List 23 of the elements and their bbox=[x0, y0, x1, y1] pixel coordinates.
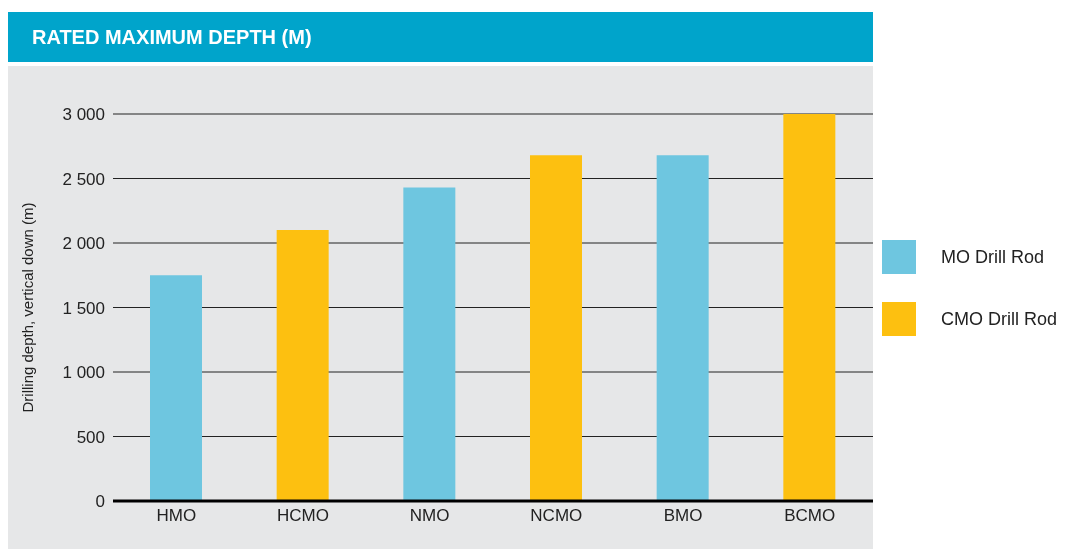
y-tick-label: 500 bbox=[76, 427, 105, 447]
x-tick-label: HCMO bbox=[277, 506, 329, 526]
legend-label: CMO Drill Rod bbox=[941, 308, 1058, 330]
x-tick-label: NMO bbox=[409, 506, 450, 526]
bar bbox=[656, 155, 709, 501]
bar bbox=[403, 187, 456, 501]
y-axis-title: Drilling depth, vertical down (m) bbox=[19, 202, 37, 413]
y-tick-label: 1 500 bbox=[62, 298, 105, 318]
bar bbox=[783, 114, 836, 501]
x-tick-label: HMO bbox=[156, 506, 197, 526]
legend-label: MO Drill Rod bbox=[941, 246, 1045, 268]
y-tick-label: 2 500 bbox=[62, 169, 105, 189]
y-tick-label: 0 bbox=[95, 492, 105, 512]
x-tick-label: BCMO bbox=[784, 506, 836, 526]
y-tick-label: 3 000 bbox=[62, 105, 105, 125]
chart-title: RATED MAXIMUM DEPTH (M) bbox=[8, 12, 873, 62]
x-tick-label: NCMO bbox=[530, 506, 583, 526]
bar bbox=[530, 155, 582, 501]
bar bbox=[150, 275, 202, 501]
x-tick-label: BMO bbox=[663, 506, 703, 526]
y-tick-label: 1 000 bbox=[62, 363, 105, 383]
bar bbox=[276, 230, 329, 501]
y-tick-label: 2 000 bbox=[62, 234, 105, 254]
